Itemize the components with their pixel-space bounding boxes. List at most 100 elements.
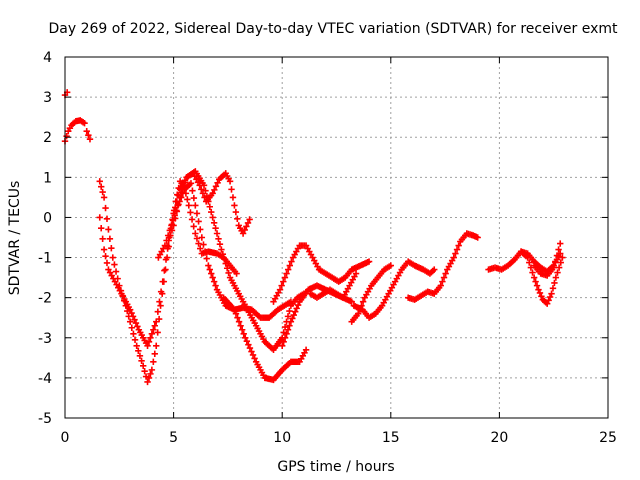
data-point-marker xyxy=(557,240,564,247)
data-point-marker xyxy=(163,242,171,249)
data-point-marker xyxy=(557,259,564,266)
data-point-marker xyxy=(431,266,438,273)
data-point-marker xyxy=(352,270,360,277)
data-point-marker xyxy=(134,323,141,330)
data-point-marker xyxy=(147,370,154,378)
data-point-marker xyxy=(286,322,293,329)
data-point-marker xyxy=(251,355,258,362)
data-point-marker xyxy=(138,357,145,365)
data-point-marker xyxy=(144,378,151,386)
data-point-marker xyxy=(348,298,355,305)
data-point-marker xyxy=(132,319,140,327)
data-point-marker xyxy=(437,282,444,289)
data-point-marker xyxy=(165,237,172,244)
data-point-marker xyxy=(154,308,162,315)
data-point-marker xyxy=(294,301,302,309)
series-s4 xyxy=(96,178,240,349)
data-point-marker xyxy=(179,190,187,197)
data-point-marker xyxy=(85,132,92,139)
data-point-marker xyxy=(206,203,213,210)
data-point-marker xyxy=(185,202,193,209)
data-point-marker xyxy=(178,189,185,196)
data-point-marker xyxy=(246,216,253,223)
data-point-marker xyxy=(210,219,218,226)
data-point-marker xyxy=(557,250,564,257)
data-point-marker xyxy=(529,269,536,276)
data-point-marker xyxy=(249,351,257,359)
data-point-marker xyxy=(161,267,168,274)
data-point-marker xyxy=(234,215,241,222)
data-point-marker xyxy=(538,293,545,300)
data-point-marker xyxy=(145,338,153,345)
data-point-marker xyxy=(200,182,208,189)
data-point-marker xyxy=(128,324,135,331)
data-point-marker xyxy=(63,133,70,140)
data-point-marker xyxy=(136,352,144,360)
data-point-marker xyxy=(105,226,112,233)
data-point-marker xyxy=(452,250,459,257)
data-point-marker xyxy=(184,196,191,203)
data-point-marker xyxy=(543,300,551,307)
data-point-marker xyxy=(148,330,156,337)
y-tick-label: -2 xyxy=(38,291,52,307)
data-point-marker xyxy=(231,306,238,313)
data-point-marker xyxy=(365,258,373,265)
data-points xyxy=(61,89,566,386)
data-point-marker xyxy=(219,251,227,258)
series-s2 xyxy=(61,117,94,145)
data-point-marker xyxy=(96,178,103,185)
data-point-marker xyxy=(234,314,241,321)
data-point-marker xyxy=(450,254,457,261)
data-point-marker xyxy=(197,226,204,233)
data-point-marker xyxy=(355,310,362,317)
series-s15 xyxy=(517,248,566,307)
data-point-marker xyxy=(548,290,555,297)
data-point-marker xyxy=(551,279,558,287)
x-axis-label: GPS time / hours xyxy=(277,459,394,475)
data-point-marker xyxy=(246,344,254,352)
y-tick-label: 0 xyxy=(43,210,52,226)
data-point-marker xyxy=(226,178,234,185)
data-point-marker xyxy=(549,285,557,292)
data-point-marker xyxy=(211,186,218,194)
data-point-marker xyxy=(131,316,138,323)
data-point-marker xyxy=(151,322,158,329)
data-point-marker xyxy=(302,346,310,354)
y-tick-label: 2 xyxy=(43,130,52,146)
data-point-marker xyxy=(241,226,248,234)
data-point-marker xyxy=(281,334,289,341)
data-point-marker xyxy=(200,241,207,248)
data-point-marker xyxy=(474,234,481,241)
data-point-marker xyxy=(231,202,238,209)
data-point-marker xyxy=(235,318,243,325)
data-point-marker xyxy=(223,265,231,272)
data-point-marker xyxy=(175,201,182,208)
data-point-marker xyxy=(180,184,187,191)
data-point-marker xyxy=(205,198,212,205)
data-point-marker xyxy=(287,318,295,325)
data-point-marker xyxy=(278,282,285,289)
data-point-marker xyxy=(187,209,194,216)
data-point-marker xyxy=(228,186,235,193)
data-point-marker xyxy=(546,293,554,301)
data-point-marker xyxy=(455,242,462,249)
data-point-marker xyxy=(221,255,228,263)
data-point-marker xyxy=(209,190,216,197)
data-point-marker xyxy=(283,270,290,277)
data-point-marker xyxy=(533,282,541,289)
data-point-marker xyxy=(198,186,205,193)
data-point-marker xyxy=(145,374,153,382)
data-point-marker xyxy=(554,269,561,276)
data-point-marker xyxy=(128,309,135,317)
data-point-marker xyxy=(99,188,106,196)
data-point-marker xyxy=(205,262,212,269)
data-point-marker xyxy=(141,368,148,375)
data-point-marker xyxy=(535,286,542,293)
grid-lines xyxy=(65,57,608,418)
series-s3 xyxy=(96,170,253,386)
data-point-marker xyxy=(212,282,219,289)
data-point-marker xyxy=(162,266,169,273)
data-point-marker xyxy=(135,347,142,355)
data-point-marker xyxy=(387,262,394,269)
data-point-marker xyxy=(103,259,111,267)
